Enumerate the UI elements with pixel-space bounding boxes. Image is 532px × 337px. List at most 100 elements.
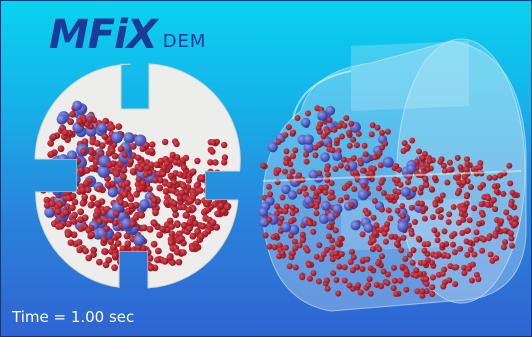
heavy-particle xyxy=(292,147,299,154)
heavy-particle xyxy=(175,258,183,266)
heavy-particle xyxy=(383,226,390,233)
light-particle xyxy=(69,174,81,186)
heavy-particle xyxy=(323,184,329,191)
heavy-particle xyxy=(440,162,447,169)
heavy-particle xyxy=(137,265,145,272)
heavy-particle xyxy=(166,254,174,261)
heavy-particle xyxy=(129,168,137,175)
heavy-particle xyxy=(480,236,487,243)
heavy-particle xyxy=(95,185,103,193)
heavy-particle xyxy=(279,250,286,256)
heavy-particle xyxy=(429,284,436,291)
heavy-particle xyxy=(296,172,303,179)
heavy-particle xyxy=(346,142,353,149)
heavy-particle xyxy=(54,181,61,189)
heavy-particle xyxy=(155,170,162,178)
heavy-particle xyxy=(341,185,348,191)
time-readout: Time = 1.00 sec xyxy=(12,308,135,326)
heavy-particle xyxy=(414,288,421,295)
heavy-particle xyxy=(180,183,187,190)
heavy-particle xyxy=(121,167,128,174)
heavy-particle xyxy=(39,186,47,194)
heavy-particle xyxy=(371,198,378,204)
light-particle xyxy=(47,161,60,174)
heavy-particle xyxy=(455,219,462,226)
heavy-particle xyxy=(189,168,197,176)
heavy-particle xyxy=(266,243,273,250)
heavy-particle xyxy=(487,251,494,258)
heavy-particle xyxy=(420,165,427,172)
heavy-particle xyxy=(416,148,423,155)
heavy-particle xyxy=(117,145,125,153)
heavy-particle xyxy=(203,186,211,194)
heavy-particle xyxy=(471,251,478,258)
heavy-particle xyxy=(457,164,464,171)
heavy-particle xyxy=(80,148,87,155)
heavy-particle xyxy=(47,175,54,183)
heavy-particle xyxy=(210,139,217,146)
light-particle xyxy=(320,200,331,211)
light-particle xyxy=(66,150,78,161)
heavy-particle xyxy=(161,258,169,265)
heavy-particle xyxy=(369,122,376,129)
heavy-particle xyxy=(288,232,294,239)
heavy-particle xyxy=(75,239,83,246)
heavy-particle xyxy=(213,223,221,231)
heavy-particle xyxy=(210,186,218,194)
heavy-particle xyxy=(183,211,191,219)
heavy-particle xyxy=(139,145,146,152)
heavy-particle xyxy=(154,256,161,264)
mfix-logo: MFiX DEM xyxy=(49,15,206,55)
heavy-particle xyxy=(185,177,192,184)
heavy-particle xyxy=(135,176,142,183)
heavy-particle xyxy=(417,189,424,196)
heavy-particle xyxy=(209,219,217,227)
heavy-particle xyxy=(70,218,78,225)
heavy-particle xyxy=(171,200,178,207)
heavy-particle xyxy=(385,207,392,214)
heavy-particle xyxy=(379,253,385,260)
heavy-particle xyxy=(439,242,446,249)
light-particle xyxy=(139,199,150,210)
heavy-particle xyxy=(445,219,452,225)
heavy-particle xyxy=(221,141,228,149)
heavy-particle xyxy=(446,277,453,284)
heavy-particle xyxy=(508,235,515,242)
heavy-particle xyxy=(151,220,158,227)
heavy-particle xyxy=(357,289,364,296)
heavy-particle xyxy=(406,251,413,258)
heavy-particle xyxy=(365,282,372,289)
heavy-particle xyxy=(134,154,142,161)
heavy-particle xyxy=(105,256,113,264)
heavy-particle xyxy=(66,162,74,170)
heavy-particle xyxy=(111,252,119,260)
heavy-particle xyxy=(101,248,109,256)
light-particle xyxy=(318,213,330,224)
heavy-particle xyxy=(180,203,187,211)
heavy-particle xyxy=(84,186,92,194)
heavy-particle xyxy=(328,189,335,196)
heavy-particle xyxy=(186,218,194,226)
heavy-particle xyxy=(307,220,313,227)
heavy-particle xyxy=(366,276,373,283)
heavy-particle xyxy=(376,150,383,157)
heavy-particle xyxy=(64,168,72,175)
heavy-particle xyxy=(173,140,180,148)
heavy-particle xyxy=(205,197,213,205)
heavy-particle xyxy=(108,124,116,131)
heavy-particle xyxy=(137,165,144,173)
heavy-particle xyxy=(207,159,214,166)
light-particle xyxy=(287,190,298,200)
heavy-particle xyxy=(419,288,426,295)
heavy-particle xyxy=(389,194,396,200)
light-particle xyxy=(357,189,369,201)
heavy-particle xyxy=(123,179,131,187)
heavy-particle xyxy=(85,254,93,262)
heavy-particle xyxy=(153,161,161,169)
heavy-particle xyxy=(185,206,192,213)
heavy-particle xyxy=(71,159,79,167)
heavy-particle xyxy=(334,240,341,247)
heavy-particle xyxy=(50,133,57,141)
heavy-particle xyxy=(156,176,164,184)
heavy-particle xyxy=(134,249,142,256)
